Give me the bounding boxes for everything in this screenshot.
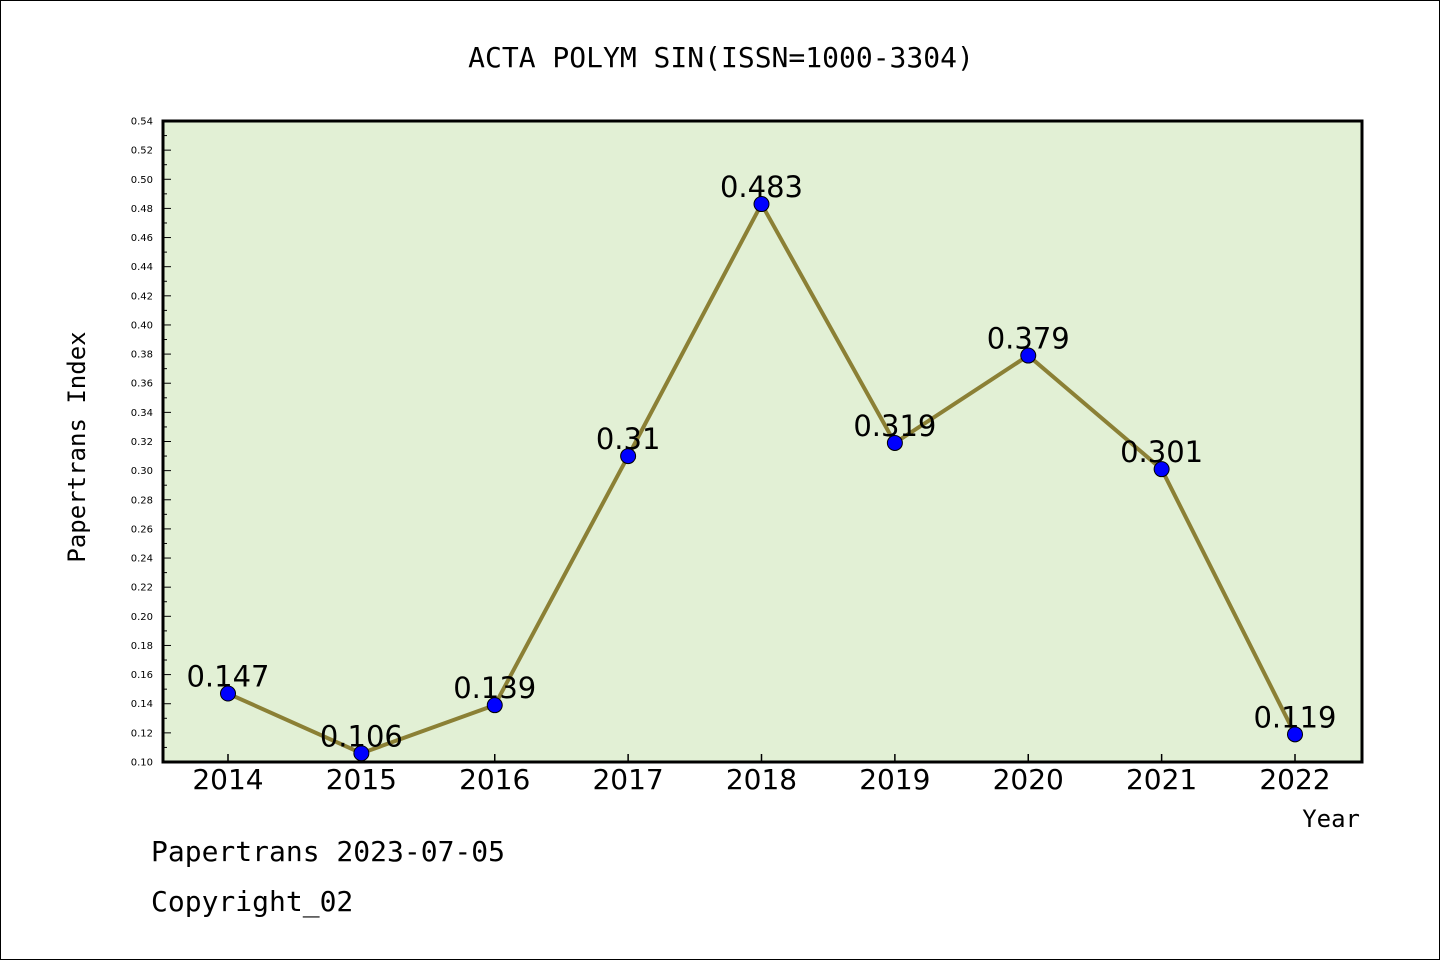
data-label: 0.379 (987, 322, 1070, 356)
y-tick-label: 0.12 (131, 728, 153, 739)
data-label: 0.301 (1120, 435, 1203, 469)
chart-title: ACTA POLYM SIN(ISSN=1000-3304) (468, 41, 974, 74)
y-tick-label: 0.32 (131, 437, 153, 448)
x-tick-label: 2018 (726, 763, 797, 796)
plot-area (161, 119, 1364, 764)
y-tick-label: 0.20 (131, 612, 153, 623)
data-point (353, 745, 370, 762)
series-group: 0.147 0.106 0.139 0.31 0.483 0.319 0.379 0.301 0… (186, 170, 1337, 762)
y-tick-label: 0.18 (131, 641, 153, 652)
data-point (1287, 726, 1303, 743)
x-tick-label: 2021 (1126, 763, 1197, 796)
y-tick-label: 0.44 (131, 262, 153, 273)
y-axis-title: Papertrans Index (63, 331, 91, 562)
data-label: 0.106 (320, 719, 403, 753)
data-label: 0.483 (720, 170, 803, 204)
x-tick-label: 2020 (993, 763, 1064, 796)
y-tick-label: 0.30 (131, 466, 153, 477)
x-tick-label: 2017 (592, 763, 663, 796)
data-point (886, 434, 903, 451)
y-tick-label: 0.10 (131, 758, 153, 769)
y-tick-label: 0.38 (131, 350, 153, 361)
y-tick-label: 0.40 (131, 320, 153, 331)
data-point (620, 448, 637, 465)
y-tick-label: 0.42 (131, 291, 153, 302)
x-tick-label: 2019 (859, 763, 930, 796)
data-label: 0.319 (853, 409, 936, 443)
y-tick-label: 0.48 (131, 204, 153, 215)
data-label: 0.119 (1253, 700, 1336, 734)
y-tick-label: 0.50 (131, 175, 153, 186)
data-label: 0.31 (596, 422, 661, 456)
data-point (1153, 461, 1170, 478)
x-axis: 2014 2015 2016 2017 2018 2019 2020 2021 2022 (192, 754, 1331, 796)
x-tick-label: 2015 (326, 763, 397, 796)
footer-date: Papertrans 2023-07-05 (151, 835, 506, 868)
y-tick-label: 0.14 (131, 699, 153, 710)
y-tick-label: 0.46 (131, 233, 153, 244)
y-tick-label: 0.36 (131, 379, 153, 390)
data-point (753, 196, 770, 213)
data-point (220, 685, 236, 702)
data-point (1020, 347, 1037, 364)
y-axis: 0.10 0.12 0.14 0.16 0.18 0.20 0.22 0.24 0.26 0.28… (131, 117, 171, 769)
y-tick-label: 0.24 (131, 554, 153, 565)
y-tick-label: 0.26 (131, 524, 153, 535)
data-label: 0.139 (453, 671, 536, 705)
x-tick-label: 2014 (192, 763, 263, 796)
data-point (486, 697, 503, 714)
y-tick-label: 0.22 (131, 583, 153, 594)
x-tick-label: 2016 (459, 763, 530, 796)
data-label: 0.147 (186, 660, 269, 694)
y-tick-label: 0.54 (131, 117, 153, 128)
y-tick-label: 0.28 (131, 495, 153, 506)
x-tick-label: 2022 (1259, 763, 1330, 796)
y-tick-label: 0.34 (131, 408, 153, 419)
x-axis-title: Year (1302, 805, 1360, 833)
y-tick-label: 0.16 (131, 670, 153, 681)
y-tick-label: 0.52 (131, 146, 153, 157)
footer-copyright: Copyright_02 (151, 885, 354, 918)
